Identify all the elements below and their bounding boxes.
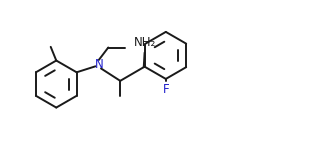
Text: F: F <box>163 83 169 96</box>
Text: NH₂: NH₂ <box>134 36 156 49</box>
Text: N: N <box>94 58 103 71</box>
